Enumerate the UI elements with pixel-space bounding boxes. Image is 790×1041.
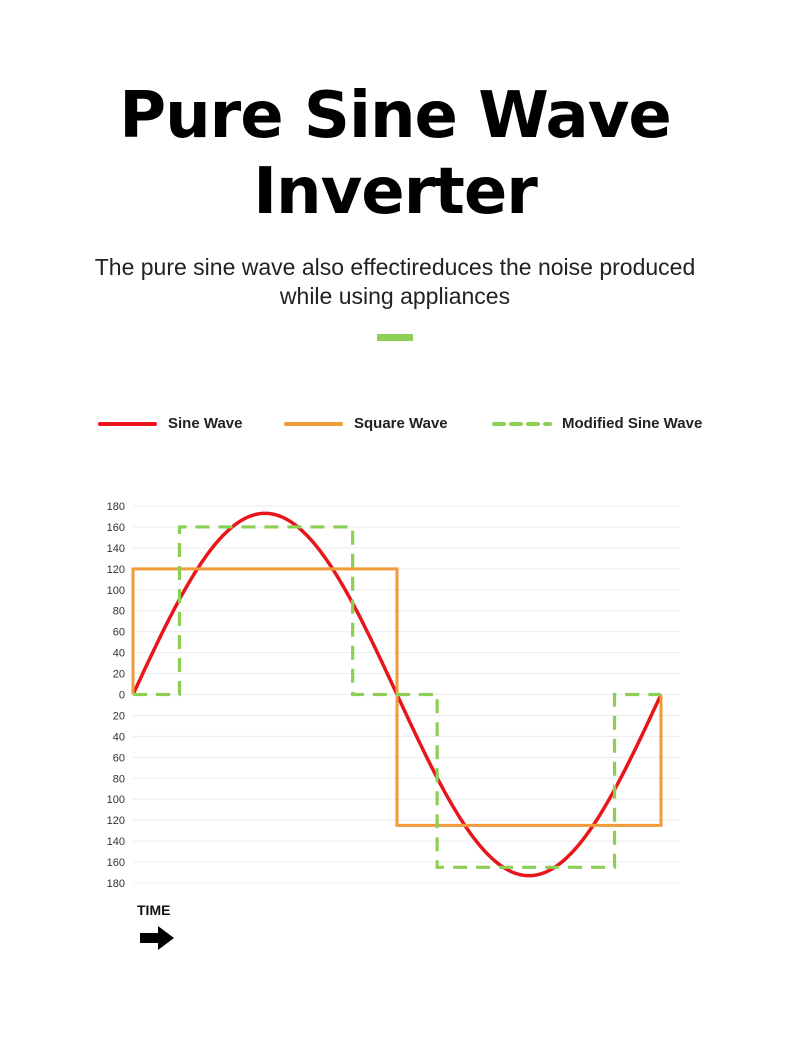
y-tick-label: 180 xyxy=(107,501,125,513)
square-wave-swatch xyxy=(284,422,343,426)
y-tick-label: 80 xyxy=(113,606,125,618)
y-tick-label: 60 xyxy=(113,752,125,764)
y-tick-label: 80 xyxy=(113,773,125,785)
y-tick-label: 60 xyxy=(113,627,125,639)
series-line-square-wave xyxy=(131,567,663,827)
y-tick-label: 160 xyxy=(107,857,125,869)
y-tick-label: 100 xyxy=(107,794,125,806)
title-line-2: Inverter xyxy=(253,155,538,229)
y-tick-label: 20 xyxy=(113,669,125,681)
y-tick-label: 120 xyxy=(107,815,125,827)
y-tick-label: 120 xyxy=(107,564,125,576)
title-line-1: Pure Sine Wave xyxy=(119,79,672,153)
y-tick-label: 40 xyxy=(113,648,125,660)
y-tick-label: 100 xyxy=(107,585,125,597)
subtitle-line-1: The pure sine wave also effectireduces t… xyxy=(94,254,696,280)
y-tick-label: 180 xyxy=(107,878,125,890)
y-tick-label: 160 xyxy=(107,522,125,534)
legend-label-modified-sine-wave: Modified Sine Wave xyxy=(562,415,703,432)
modified-sine-wave-swatch xyxy=(492,422,552,426)
subtitle-line-2: while using appliances xyxy=(279,283,511,309)
accent-divider xyxy=(377,334,413,341)
y-tick-label: 140 xyxy=(107,836,125,848)
right-arrow-icon xyxy=(140,926,174,950)
page-title: Pure Sine Wave Inverter xyxy=(0,78,790,230)
x-axis-label: TIME xyxy=(137,902,171,918)
sine-wave-swatch xyxy=(98,422,157,426)
subtitle: The pure sine wave also effectireduces t… xyxy=(40,253,750,311)
legend-label-square-wave: Square Wave xyxy=(354,415,448,432)
y-tick-label: 140 xyxy=(107,543,125,555)
waveform-chart: 180 160 140 120 100 80 60 40 20 0 20 40 60 80 100 120 14… xyxy=(107,501,680,890)
chart-legend: Sine Wave Square Wave Modified Sine Wave xyxy=(0,412,790,436)
y-tick-label: 40 xyxy=(113,731,125,743)
y-tick-label: 0 xyxy=(119,690,125,702)
legend-label-sine-wave: Sine Wave xyxy=(168,415,243,432)
y-tick-label: 20 xyxy=(113,710,125,722)
